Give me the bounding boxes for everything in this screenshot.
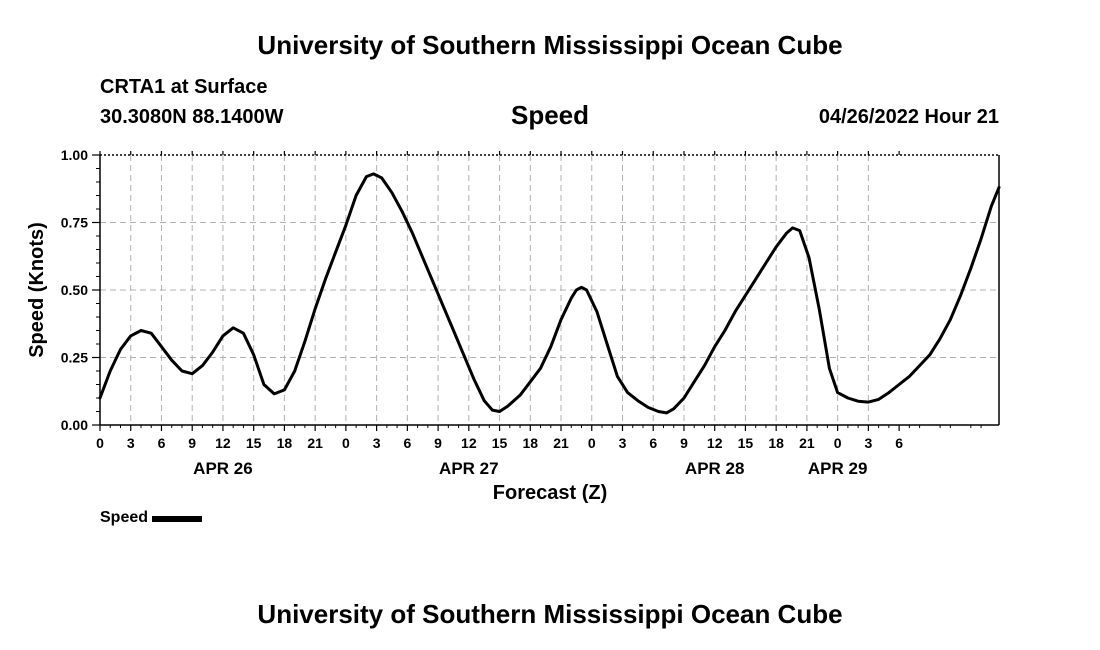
x-tick-label: 15 xyxy=(492,435,508,451)
y-tick-label: 1.00 xyxy=(61,147,88,163)
x-tick-label: 0 xyxy=(96,435,104,451)
x-tick-label: 0 xyxy=(588,435,596,451)
y-tick-label: 0.00 xyxy=(61,417,88,433)
grid xyxy=(100,155,999,425)
footer-title: University of Southern Mississippi Ocean… xyxy=(257,599,843,629)
x-tick-label: 18 xyxy=(277,435,293,451)
chart-title: University of Southern Mississippi Ocean… xyxy=(257,30,843,60)
x-tick-label: 21 xyxy=(307,435,323,451)
axes xyxy=(92,151,1000,431)
y-tick-label: 0.75 xyxy=(61,215,88,231)
legend-label-speed: Speed xyxy=(100,509,149,526)
x-tick-label: 3 xyxy=(619,435,627,451)
x-axis-label: Forecast (Z) xyxy=(492,482,608,504)
x-tick-label: 15 xyxy=(246,435,262,451)
legend: Speed xyxy=(100,509,203,527)
x-tick-label: 0 xyxy=(834,435,842,451)
x-tick-label: 18 xyxy=(768,435,784,451)
x-tick-label: 21 xyxy=(553,435,569,451)
station-coordinates: 30.3080N 88.1400W xyxy=(100,106,284,128)
x-tick-label: 12 xyxy=(461,435,477,451)
x-tick-label: 3 xyxy=(127,435,135,451)
x-tick-label: 3 xyxy=(864,435,872,451)
station-label: CRTA1 at Surface xyxy=(100,76,268,98)
y-tick-label: 0.25 xyxy=(61,350,88,366)
series-layer xyxy=(98,172,1001,415)
x-tick-label: 18 xyxy=(523,435,539,451)
y-axis-label: Speed (Knots) xyxy=(26,222,48,358)
x-tick-label: 12 xyxy=(215,435,231,451)
legend-swatch-speed xyxy=(152,516,203,522)
tick-labels: 0 3 6 9 12 15 18 21 0 3 6 9 12 15 18 21 0 3 6 9 12 15 18 21 0 3 6 0… xyxy=(61,147,903,478)
y-tick-label: 0.50 xyxy=(61,282,88,298)
x-tick-label: 9 xyxy=(680,435,688,451)
variable-title: Speed xyxy=(510,100,590,130)
x-date-label: APR 29 xyxy=(808,459,868,478)
x-date-label: APR 27 xyxy=(439,459,499,478)
x-tick-label: 15 xyxy=(738,435,754,451)
x-tick-label: 9 xyxy=(434,435,442,451)
x-tick-label: 0 xyxy=(342,435,350,451)
x-date-label: APR 26 xyxy=(193,459,253,478)
x-tick-label: 12 xyxy=(707,435,723,451)
x-tick-label: 6 xyxy=(403,435,411,451)
x-tick-label: 6 xyxy=(895,435,903,451)
x-tick-label: 6 xyxy=(649,435,657,451)
x-tick-label: 3 xyxy=(373,435,381,451)
forecast-datetime: 04/26/2022 Hour 21 xyxy=(818,106,999,128)
x-tick-label: 6 xyxy=(158,435,166,451)
x-tick-label: 9 xyxy=(188,435,196,451)
x-date-label: APR 28 xyxy=(685,459,745,478)
series-line-speed xyxy=(98,172,1001,415)
x-tick-label: 21 xyxy=(799,435,815,451)
